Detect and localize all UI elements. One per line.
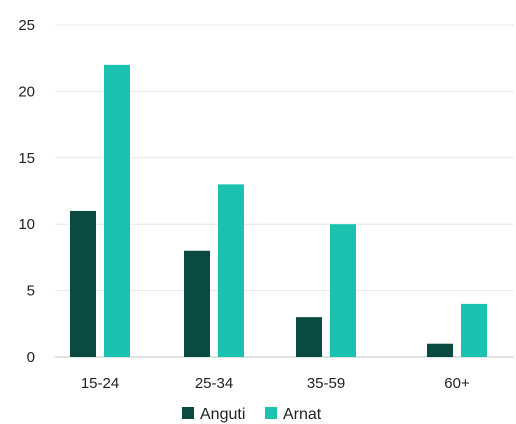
y-tick-label: 25	[18, 17, 35, 34]
bar-arnat-15-24	[104, 64, 130, 357]
y-tick-label: 5	[27, 283, 35, 300]
y-tick-label: 20	[18, 83, 35, 100]
x-tick-label: 35-59	[307, 375, 345, 392]
legend: Anguti Arnat	[182, 406, 322, 423]
x-axis-ticks: 15-24 25-34 35-59 60+	[81, 375, 470, 392]
gridlines	[55, 24, 514, 292]
bar-anguti-25-34	[184, 250, 210, 357]
legend-label-anguti: Anguti	[200, 406, 245, 423]
legend-label-arnat: Arnat	[283, 406, 322, 423]
x-tick-label: 25-34	[195, 375, 233, 392]
legend-swatch-anguti	[182, 407, 194, 419]
legend-swatch-arnat	[265, 407, 277, 419]
y-tick-label: 10	[18, 216, 35, 233]
y-tick-label: 0	[27, 349, 35, 366]
x-tick-label: 60+	[444, 375, 470, 392]
bar-anguti-35-59	[296, 317, 322, 357]
y-axis-ticks: 0 5 10 15 20 25	[18, 17, 35, 366]
y-tick-label: 15	[18, 150, 35, 167]
x-tick-label: 15-24	[81, 375, 119, 392]
bars	[70, 64, 487, 357]
bar-anguti-60+	[427, 343, 453, 357]
bar-anguti-15-24	[70, 210, 96, 357]
bar-arnat-35-59	[330, 224, 356, 357]
bar-arnat-60+	[461, 303, 487, 357]
bar-arnat-25-34	[218, 184, 244, 357]
